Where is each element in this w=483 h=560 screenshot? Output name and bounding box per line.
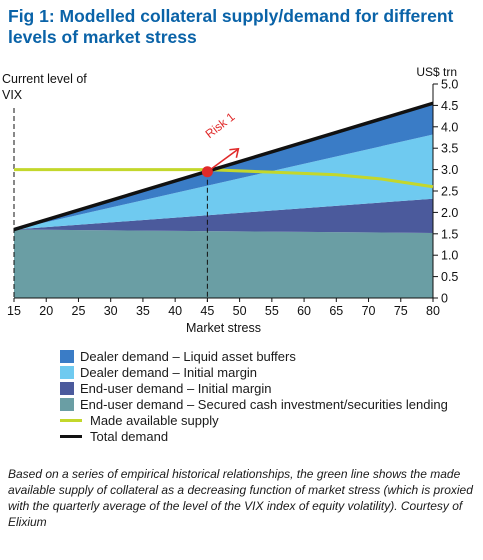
x-tick-label: 35 xyxy=(136,304,150,318)
y-tick-label: 4.5 xyxy=(441,99,458,113)
vix-label-line-1: Current level of xyxy=(2,72,87,86)
x-axis-label: Market stress xyxy=(186,321,261,335)
y-tick-label: 2.0 xyxy=(441,206,458,220)
x-tick-label: 80 xyxy=(426,304,440,318)
legend-item: Dealer demand – Initial margin xyxy=(60,364,448,380)
x-tick-label: 45 xyxy=(200,304,214,318)
legend-label: Dealer demand – Liquid asset buffers xyxy=(80,348,296,364)
y-axis-label: US$ trn xyxy=(416,65,457,79)
y-tick-label: 0 xyxy=(441,292,448,306)
x-tick-label: 75 xyxy=(394,304,408,318)
x-tick-label: 50 xyxy=(233,304,247,318)
y-tick-label: 0.5 xyxy=(441,270,458,284)
risk-arrow-head xyxy=(229,147,240,158)
x-tick-label: 65 xyxy=(329,304,343,318)
y-tick-label: 3.5 xyxy=(441,142,458,156)
risk-point xyxy=(201,166,213,178)
legend: Dealer demand – Liquid asset buffers Deal… xyxy=(60,348,448,444)
legend-swatch xyxy=(60,381,74,395)
risk-arrow-shaft xyxy=(206,149,238,173)
area-series-1 xyxy=(14,229,433,298)
legend-label: Made available supply xyxy=(90,412,219,428)
x-tick-label: 40 xyxy=(168,304,182,318)
area-series-3 xyxy=(14,134,433,230)
title-line-2: levels of market stress xyxy=(8,27,197,47)
x-tick-label: 25 xyxy=(72,304,86,318)
legend-label: End-user demand – Initial margin xyxy=(80,380,272,396)
legend-item: Total demand xyxy=(60,428,448,444)
figure-caption: Based on a series of empirical historica… xyxy=(8,467,473,529)
legend-line-swatch xyxy=(60,418,82,422)
supply-line xyxy=(14,168,434,189)
chart: 0 0.5 1.0 1.5 2.0 2.5 3.0 3.5 4.0 4.5 5.0US$ trn 15… xyxy=(2,65,458,335)
x-tick-label: 30 xyxy=(104,304,118,318)
area-series-2 xyxy=(14,198,433,233)
vix-label: Current level of VIX xyxy=(2,72,87,102)
legend-item: Dealer demand – Liquid asset buffers xyxy=(60,348,448,364)
legend-label: Dealer demand – Initial margin xyxy=(80,364,258,380)
x-tick-label: 55 xyxy=(265,304,279,318)
y-tick-label: 5.0 xyxy=(441,78,458,92)
legend-swatch xyxy=(60,349,74,363)
figure-title: Fig 1: Modelled collateral supply/demand… xyxy=(8,6,478,48)
legend-swatch xyxy=(60,365,74,379)
legend-swatch xyxy=(60,397,74,411)
risk-label: Risk 1 xyxy=(203,109,238,141)
y-tick-label: 2.5 xyxy=(441,185,458,199)
y-tick-label: 1.5 xyxy=(441,227,458,241)
legend-item: Made available supply xyxy=(60,412,448,428)
x-tick-label: 60 xyxy=(297,304,311,318)
y-tick-label: 3.0 xyxy=(441,163,458,177)
legend-item: End-user demand – Initial margin xyxy=(60,380,448,396)
x-tick-label: 15 xyxy=(7,304,21,318)
x-tick-label: 70 xyxy=(362,304,376,318)
legend-item: End-user demand – Secured cash investmen… xyxy=(60,396,448,412)
vix-label-line-2: VIX xyxy=(2,88,23,102)
total-demand-line xyxy=(13,101,434,232)
legend-label: End-user demand – Secured cash investmen… xyxy=(80,396,448,412)
x-tick-label: 20 xyxy=(39,304,53,318)
title-line-1: Fig 1: Modelled collateral supply/demand… xyxy=(8,6,454,26)
legend-line-swatch xyxy=(60,434,82,438)
y-tick-label: 4.0 xyxy=(441,120,458,134)
legend-label: Total demand xyxy=(90,428,169,444)
y-tick-label: 1.0 xyxy=(441,249,458,263)
